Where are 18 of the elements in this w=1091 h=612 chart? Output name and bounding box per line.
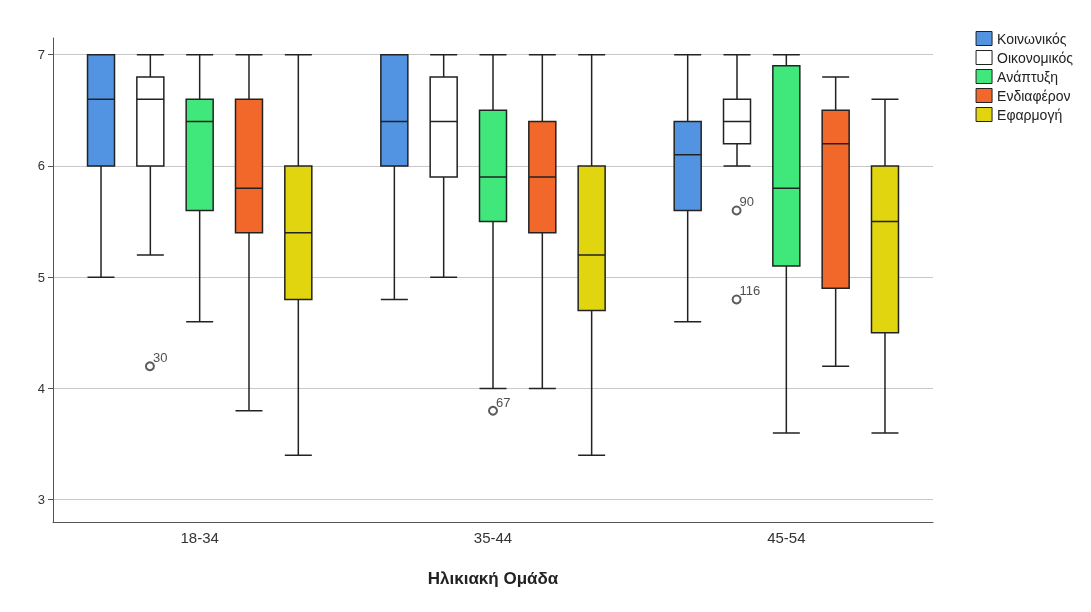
y-tick-label: 6 bbox=[37, 158, 45, 174]
legend-label: Ενδιαφέρον bbox=[997, 87, 1071, 104]
legend-label: Κοινωνικός bbox=[997, 30, 1067, 47]
y-tick-label: 7 bbox=[37, 47, 45, 63]
annotation: 116 bbox=[739, 283, 761, 299]
y-tick-label: 4 bbox=[37, 380, 45, 396]
x-axis-title: Ηλικιακή Ομάδα bbox=[427, 569, 559, 588]
y-tick-label: 3 bbox=[37, 492, 45, 508]
x-tick-label: 18-34 bbox=[180, 529, 219, 546]
legend-label: Εφαρμογή bbox=[997, 106, 1063, 123]
y-tick-label: 5 bbox=[37, 269, 45, 285]
annotation: 67 bbox=[496, 394, 511, 410]
legend-label: Ανάπτυξη bbox=[997, 68, 1059, 85]
x-tick-label: 35-44 bbox=[473, 529, 513, 546]
annotation: 30 bbox=[152, 350, 168, 366]
x-tick-label: 45-54 bbox=[767, 529, 806, 546]
legend-label: Οικονομικός bbox=[997, 49, 1074, 66]
annotation: 90 bbox=[739, 194, 755, 210]
